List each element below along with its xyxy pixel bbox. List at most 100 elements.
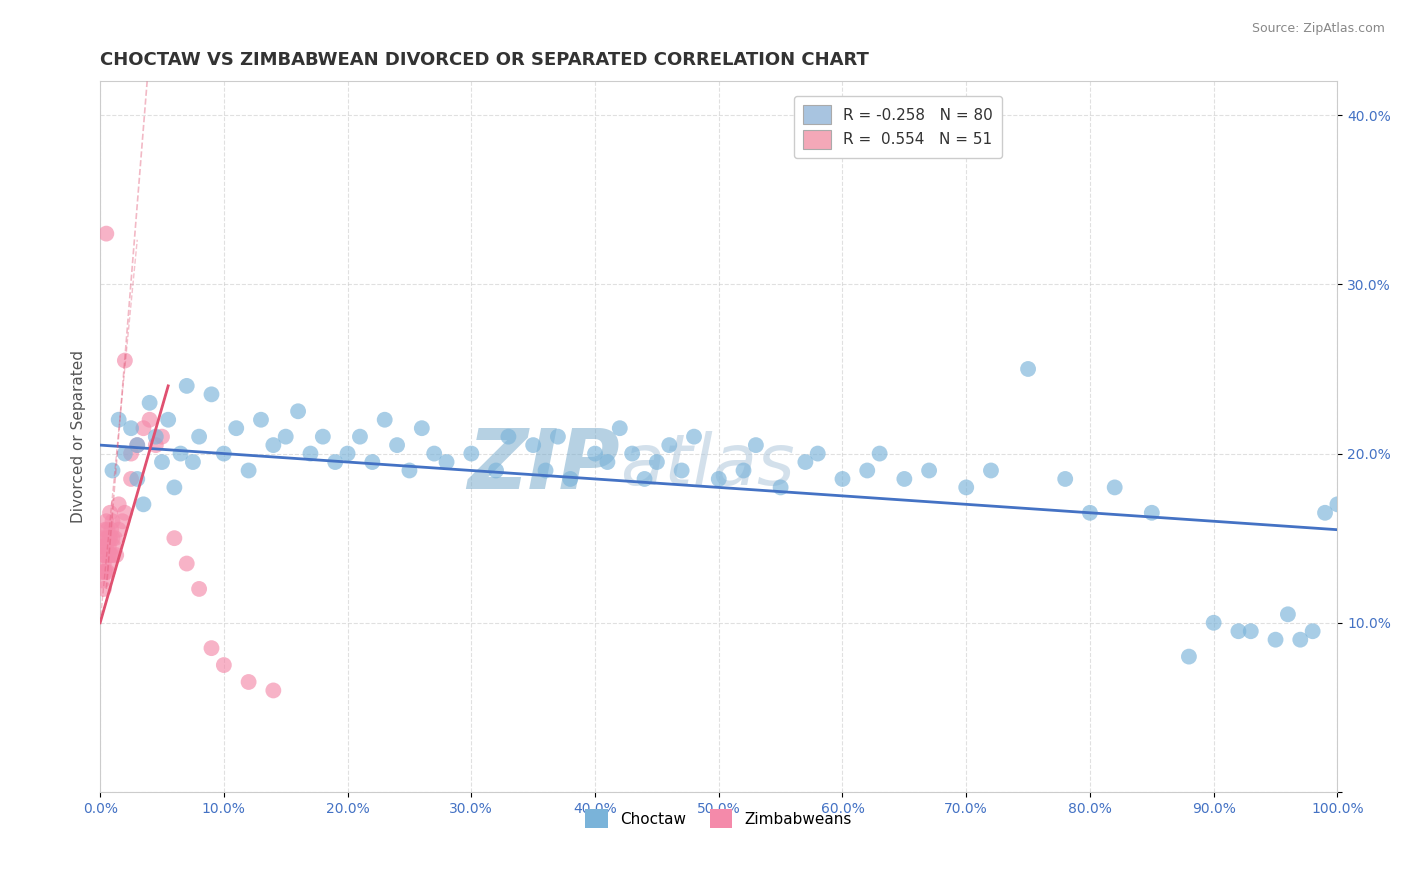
Point — [498, 430, 520, 444]
Point — [150, 430, 173, 444]
Point — [104, 531, 127, 545]
Point — [96, 540, 118, 554]
Point — [893, 472, 915, 486]
Point — [163, 480, 186, 494]
Point — [262, 438, 284, 452]
Point — [138, 413, 160, 427]
Point — [90, 540, 112, 554]
Point — [1054, 472, 1077, 486]
Point — [633, 472, 655, 486]
Point — [238, 675, 260, 690]
Point — [955, 480, 977, 494]
Point — [398, 463, 420, 477]
Point — [114, 446, 136, 460]
Text: atlas: atlas — [620, 431, 794, 500]
Point — [114, 353, 136, 368]
Point — [769, 480, 792, 494]
Point — [918, 463, 941, 477]
Point — [103, 540, 125, 554]
Point — [1017, 362, 1039, 376]
Point — [91, 574, 114, 588]
Point — [98, 531, 121, 545]
Point — [111, 514, 134, 528]
Point — [436, 455, 458, 469]
Point — [596, 455, 619, 469]
Point — [200, 641, 222, 656]
Point — [188, 430, 211, 444]
Point — [733, 463, 755, 477]
Point — [658, 438, 681, 452]
Point — [93, 557, 115, 571]
Point — [200, 387, 222, 401]
Point — [831, 472, 853, 486]
Legend: Choctaw, Zimbabweans: Choctaw, Zimbabweans — [579, 803, 858, 834]
Point — [107, 497, 129, 511]
Point — [94, 548, 117, 562]
Point — [127, 438, 149, 452]
Point — [707, 472, 730, 486]
Point — [1313, 506, 1336, 520]
Point — [101, 514, 124, 528]
Point — [411, 421, 433, 435]
Point — [1078, 506, 1101, 520]
Point — [98, 557, 121, 571]
Point — [609, 421, 631, 435]
Point — [120, 421, 142, 435]
Point — [114, 506, 136, 520]
Point — [105, 548, 128, 562]
Point — [1326, 497, 1348, 511]
Point — [97, 548, 120, 562]
Point — [101, 463, 124, 477]
Point — [1277, 607, 1299, 622]
Point — [807, 446, 830, 460]
Point — [583, 446, 606, 460]
Point — [460, 446, 482, 460]
Point — [980, 463, 1002, 477]
Point — [96, 227, 118, 241]
Point — [163, 531, 186, 545]
Point — [176, 557, 198, 571]
Point — [94, 565, 117, 579]
Point — [312, 430, 335, 444]
Point — [225, 421, 247, 435]
Point — [98, 506, 121, 520]
Point — [547, 430, 569, 444]
Point — [132, 497, 155, 511]
Point — [100, 523, 122, 537]
Point — [385, 438, 408, 452]
Point — [349, 430, 371, 444]
Point — [91, 531, 114, 545]
Point — [96, 531, 118, 545]
Point — [1240, 624, 1263, 639]
Point — [101, 548, 124, 562]
Point — [361, 455, 384, 469]
Point — [485, 463, 508, 477]
Point — [522, 438, 544, 452]
Point — [93, 540, 115, 554]
Point — [100, 548, 122, 562]
Point — [127, 438, 149, 452]
Point — [97, 531, 120, 545]
Point — [1264, 632, 1286, 647]
Point — [157, 413, 180, 427]
Point — [120, 446, 142, 460]
Point — [238, 463, 260, 477]
Point — [212, 658, 235, 673]
Y-axis label: Divorced or Separated: Divorced or Separated — [72, 351, 86, 523]
Point — [107, 523, 129, 537]
Point — [621, 446, 644, 460]
Point — [120, 472, 142, 486]
Point — [856, 463, 879, 477]
Point — [534, 463, 557, 477]
Point — [794, 455, 817, 469]
Point — [645, 455, 668, 469]
Point — [250, 413, 273, 427]
Point — [287, 404, 309, 418]
Point — [132, 421, 155, 435]
Point — [1289, 632, 1312, 647]
Point — [145, 430, 167, 444]
Point — [299, 446, 322, 460]
Point — [274, 430, 297, 444]
Point — [169, 446, 191, 460]
Point — [181, 455, 204, 469]
